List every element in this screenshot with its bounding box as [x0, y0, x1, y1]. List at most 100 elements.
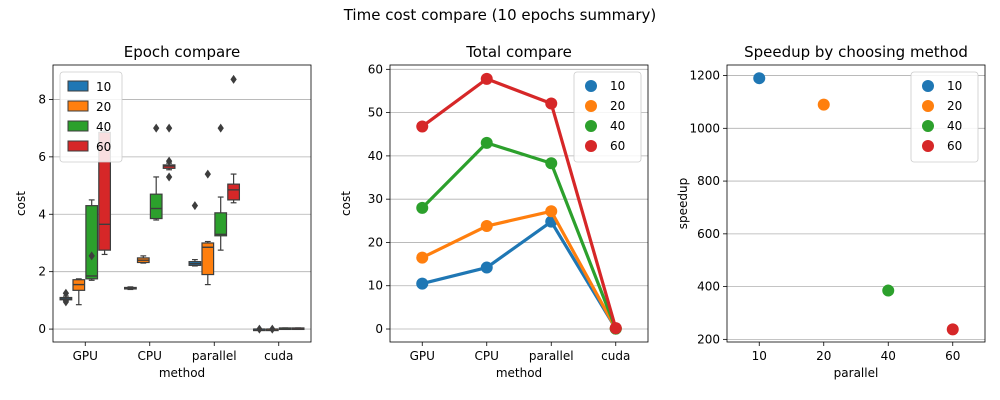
box-20-CPU — [136, 255, 150, 264]
flier-point — [191, 201, 199, 211]
x-axis-label: parallel — [834, 366, 879, 380]
point-10 — [480, 261, 493, 274]
legend-frame — [59, 71, 123, 163]
y-axis-label: speedup — [676, 178, 690, 229]
legend-label-10: 10 — [96, 80, 111, 94]
x-tick-label: GPU — [73, 349, 98, 363]
y-tick-label: 0 — [38, 322, 46, 336]
x-axis-label: method — [159, 366, 205, 380]
box-60-cuda — [291, 327, 305, 331]
axes-title: Epoch compare — [124, 43, 241, 61]
axes-frame — [726, 64, 986, 343]
y-tick-label: 0 — [375, 322, 383, 336]
point-60 — [480, 72, 493, 85]
x-tick-label: parallel — [192, 349, 237, 363]
point-60 — [545, 97, 558, 110]
y-tick-label: 800 — [697, 174, 720, 188]
legend-label-10: 10 — [610, 79, 625, 93]
flier-point — [165, 123, 173, 133]
box-20-GPU — [72, 278, 86, 306]
legend-swatch-40 — [67, 120, 89, 132]
box-60-CPU — [162, 123, 176, 182]
epoch-compare-axes: 0 2 4 6 8 GPU CPU parallel cuda Epoch compare meth… — [14, 43, 312, 380]
flier-point — [88, 251, 95, 261]
point-20 — [480, 220, 493, 233]
y-tick-label: 40 — [368, 149, 383, 163]
box-10-parallel — [188, 201, 202, 267]
legend: 10 20 40 60 — [910, 71, 979, 163]
y-tick-label: 30 — [368, 192, 383, 206]
box-60-parallel — [227, 74, 241, 204]
box-20-parallel — [201, 169, 215, 286]
legend-frame — [573, 71, 642, 163]
x-tick-label: GPU — [410, 349, 435, 363]
total-compare-axes: 0 10 20 30 40 50 60 GPU CPU parallel cuda Total com… — [339, 43, 649, 380]
box-40-cuda — [278, 327, 292, 331]
series-line-40 — [421, 141, 618, 330]
flier-point — [217, 123, 224, 133]
legend-label-40: 40 — [96, 120, 111, 134]
legend-marker-20 — [922, 100, 934, 112]
box-10-GPU — [59, 288, 73, 307]
point-60 — [946, 323, 959, 336]
point-10 — [416, 277, 429, 290]
speedup-axes: 200 400 600 800 1000 1200 10 20 40 60 Speedup by c… — [676, 43, 986, 380]
x-tick-label: 10 — [752, 349, 767, 363]
y-tick-label: 200 — [697, 332, 720, 346]
point-20 — [416, 251, 429, 264]
point-20 — [817, 98, 830, 111]
y-tick-label: 10 — [368, 279, 383, 293]
legend-marker-60 — [585, 140, 597, 152]
flier-point — [153, 123, 160, 133]
x-tick-label: CPU — [475, 349, 499, 363]
y-tick-label: 60 — [368, 62, 383, 76]
flier-point — [62, 288, 70, 298]
y-tick-label: 20 — [368, 235, 383, 249]
series-line-10 — [421, 220, 618, 330]
flier-point — [256, 324, 263, 334]
flier-point — [165, 156, 173, 166]
x-tick-label: cuda — [264, 349, 293, 363]
legend-frame — [910, 71, 979, 163]
point-40 — [480, 136, 493, 149]
y-tick-label: 6 — [38, 150, 46, 164]
box-body — [85, 205, 99, 280]
y-tick-label: 600 — [697, 227, 720, 241]
box-20-cuda — [265, 324, 279, 334]
legend: 10 20 40 60 — [59, 71, 123, 163]
point-60 — [416, 120, 429, 133]
y-tick-label: 400 — [697, 280, 720, 294]
y-axis-label: cost — [14, 191, 28, 216]
axes-frame — [52, 64, 312, 343]
point-60 — [609, 322, 622, 335]
legend-swatch-20 — [67, 100, 89, 112]
box-10-cuda — [252, 324, 266, 334]
y-tick-label: 1000 — [689, 121, 720, 135]
y-tick-label: 50 — [368, 106, 383, 120]
box-body — [227, 183, 241, 201]
flier-point — [269, 324, 276, 334]
point-10 — [753, 72, 766, 85]
flier-point — [62, 297, 70, 307]
legend-label-20: 20 — [947, 99, 962, 113]
box-10-CPU — [123, 286, 137, 291]
y-tick-label: 4 — [38, 207, 46, 221]
legend-marker-60 — [922, 140, 934, 152]
legend-marker-40 — [922, 120, 934, 132]
x-tick-label: CPU — [138, 349, 162, 363]
legend-label-20: 20 — [610, 99, 625, 113]
legend-swatch-10 — [67, 80, 89, 92]
flier-point — [204, 169, 211, 179]
point-40 — [545, 157, 558, 170]
y-tick-label: 2 — [38, 265, 46, 279]
axes-title: Total compare — [465, 43, 572, 61]
y-tick-label: 1200 — [689, 69, 720, 83]
box-40-CPU — [149, 123, 163, 221]
x-tick-label: 20 — [816, 349, 831, 363]
x-tick-label: cuda — [601, 349, 630, 363]
box-body — [201, 242, 215, 276]
legend-marker-40 — [585, 120, 597, 132]
figure-suptitle: Time cost compare (10 epochs summary) — [343, 6, 657, 24]
point-20 — [545, 205, 558, 218]
box-body — [214, 212, 228, 237]
